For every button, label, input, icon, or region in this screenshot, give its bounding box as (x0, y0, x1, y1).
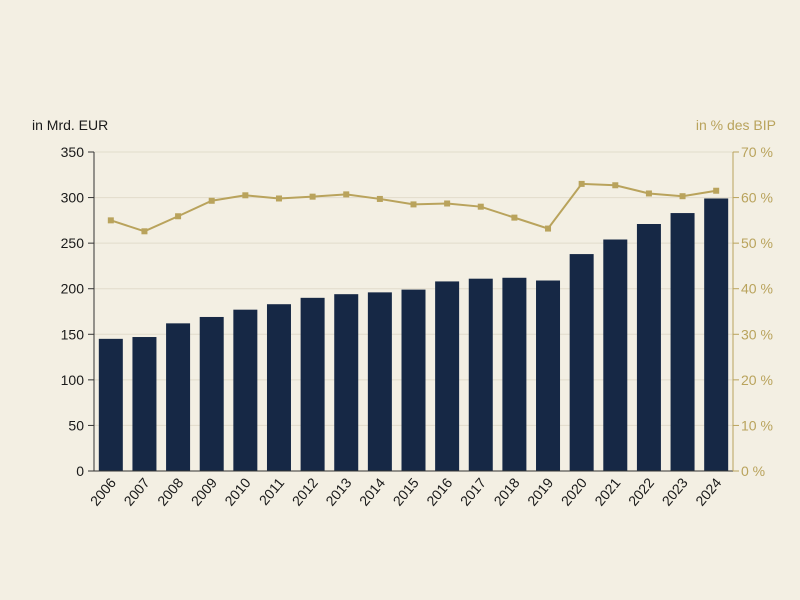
line-point-2018 (511, 214, 518, 221)
left-tick-label: 200 (61, 281, 85, 297)
x-tick-label: 2020 (558, 474, 590, 508)
bar-2023 (670, 213, 695, 471)
bar-2019 (536, 280, 561, 471)
x-tick-label: 2017 (457, 474, 489, 508)
right-tick-label: 70 % (741, 144, 773, 160)
axes (88, 151, 739, 472)
x-tick-label: 2021 (591, 474, 623, 508)
x-tick-labels: 2006 2007 2008 2009 2010 2011 2012 2013 2014 2015… (87, 474, 725, 508)
bar-2022 (636, 224, 661, 471)
x-tick-label: 2012 (289, 474, 321, 508)
line-point-2015 (410, 201, 417, 208)
line-point-2014 (376, 195, 383, 202)
x-tick-label: 2018 (490, 474, 522, 508)
line-point-2020 (578, 180, 585, 187)
bar-2009 (199, 316, 224, 471)
line-point-2024 (713, 187, 720, 194)
x-tick-label: 2006 (87, 474, 119, 508)
bar-2016 (435, 281, 460, 471)
bar-2011 (266, 304, 291, 471)
line-point-2016 (444, 200, 451, 207)
left-tick-label: 0 (76, 463, 84, 479)
line-series (107, 180, 720, 235)
x-tick-label: 2008 (154, 474, 186, 508)
line-point-2013 (343, 191, 350, 198)
left-tick-label: 150 (61, 326, 85, 342)
left-tick-label: 300 (61, 190, 85, 206)
right-tick-label: 60 % (741, 190, 773, 206)
bar-2012 (300, 297, 325, 471)
line-point-2021 (612, 182, 619, 189)
right-tick-label: 0 % (741, 463, 765, 479)
bar-series (98, 198, 729, 472)
bar-2018 (502, 277, 527, 471)
x-tick-label: 2024 (692, 474, 724, 508)
x-tick-label: 2014 (356, 474, 388, 508)
line-point-2008 (175, 213, 182, 220)
x-tick-label: 2010 (221, 474, 253, 508)
bar-2006 (98, 338, 123, 471)
bar-2008 (166, 323, 191, 471)
x-tick-label: 2016 (423, 474, 455, 508)
x-tick-label: 2011 (256, 474, 288, 508)
bar-2013 (334, 294, 359, 471)
right-axis-label: in % des BIP (696, 117, 776, 133)
left-tick-label: 50 (68, 417, 84, 433)
x-tick-label: 2019 (524, 474, 556, 508)
x-tick-label: 2023 (659, 474, 691, 508)
bar-2014 (367, 292, 392, 471)
line-point-2019 (545, 225, 552, 232)
right-tick-labels: 0 % 10 % 20 % 30 % 40 % 50 % 60 % 70 % (741, 144, 773, 479)
line-point-2007 (141, 228, 148, 235)
x-tick-label: 2007 (120, 474, 152, 508)
left-tick-label: 350 (61, 144, 85, 160)
bar-2021 (603, 239, 628, 471)
right-tick-label: 10 % (741, 417, 773, 433)
x-tick-label: 2009 (188, 474, 220, 508)
left-tick-label: 250 (61, 235, 85, 251)
bar-2007 (132, 337, 157, 471)
line-point-2022 (645, 190, 652, 197)
x-tick-label: 2022 (625, 474, 657, 508)
line-point-2010 (242, 192, 249, 199)
right-tick-label: 30 % (741, 326, 773, 342)
line-point-2011 (275, 195, 282, 202)
line-point-2023 (679, 193, 686, 200)
line-point-2017 (477, 203, 484, 210)
left-tick-labels: 0 50 100 150 200 250 300 350 (61, 144, 85, 479)
line-path (110, 182, 717, 233)
bar-2024 (704, 198, 729, 472)
right-tick-label: 20 % (741, 372, 773, 388)
line-point-2009 (208, 197, 215, 204)
left-axis-label: in Mrd. EUR (32, 117, 108, 133)
line-point-2012 (309, 193, 316, 200)
x-tick-label: 2013 (322, 474, 354, 508)
bar-2017 (468, 278, 493, 471)
bar-2010 (233, 309, 258, 471)
right-tick-label: 40 % (741, 281, 773, 297)
x-tick-label: 2015 (390, 474, 422, 508)
bar-2020 (569, 254, 594, 471)
bar-2015 (401, 289, 426, 471)
right-tick-label: 50 % (741, 235, 773, 251)
left-tick-label: 100 (61, 372, 85, 388)
line-point-2006 (107, 217, 114, 224)
